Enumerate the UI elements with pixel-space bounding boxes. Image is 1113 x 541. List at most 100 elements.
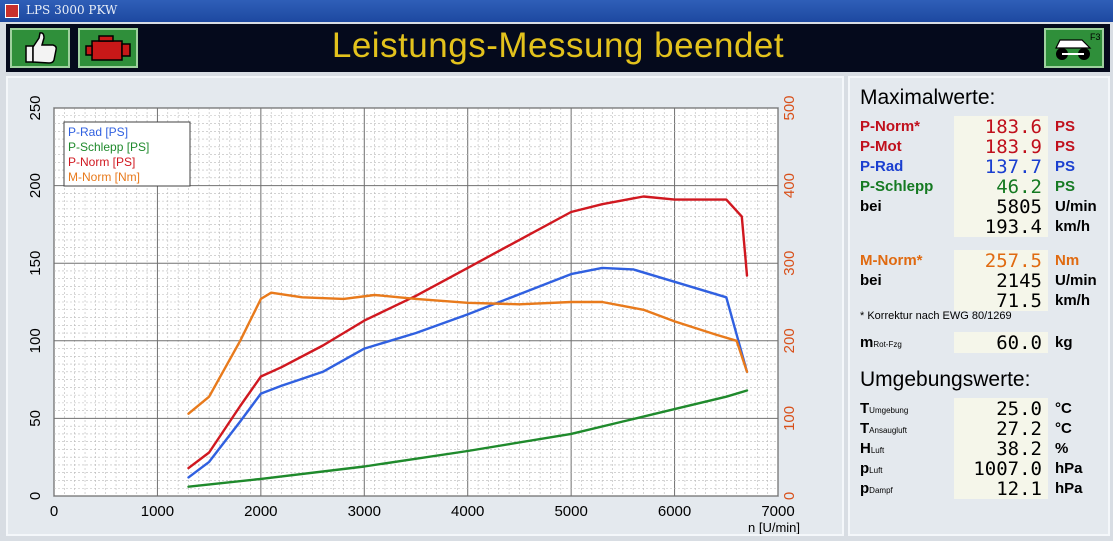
legend-box	[63, 121, 191, 187]
value-unit: Nm	[1055, 252, 1080, 269]
results-panel: Maximalwerte: P-Norm* 183.6 PS P-Mot 183.9 PS…	[848, 76, 1110, 536]
value-row: 71.5 km/h	[850, 290, 1112, 312]
value-display: 71.5	[954, 290, 1048, 312]
value-row: P-Schlepp 46.2 PS	[850, 176, 1112, 198]
value-row: TAnsaugluft 27.2 °C	[850, 418, 1112, 440]
value-display: 183.6	[954, 116, 1048, 138]
x-tick-label: 3000	[348, 503, 381, 520]
value-unit: U/min	[1055, 272, 1097, 289]
value-unit: %	[1055, 440, 1069, 457]
value-display: 46.2	[954, 176, 1048, 198]
header-title: Leistungs-Messung beendet	[331, 26, 785, 65]
thumbs-up-icon	[25, 32, 57, 64]
legend-entry: P-Schlepp [PS]	[68, 140, 149, 154]
value-row: M-Norm* 257.5 Nm	[850, 250, 1112, 272]
value-row: bei 5805 U/min	[850, 196, 1112, 218]
dyno-button[interactable]: F3	[1044, 28, 1104, 68]
value-unit: U/min	[1055, 198, 1097, 215]
value-unit: hPa	[1055, 460, 1083, 477]
y-left-tick-label: 50	[27, 410, 44, 427]
power-chart: 0 1000 2000 3000 4000 5000 6000 7000 0 50 100 150 20…	[27, 95, 800, 534]
x-tick-label: 0	[50, 503, 58, 520]
value-display: 12.1	[954, 478, 1048, 500]
value-label: P-Norm*	[860, 118, 921, 135]
chart-axes: 0 1000 2000 3000 4000 5000 6000 7000 0 50 100 150 20…	[27, 95, 800, 534]
value-unit: hPa	[1055, 480, 1083, 497]
y-right-tick-label: 0	[781, 492, 798, 500]
value-display: 183.9	[954, 136, 1048, 158]
y-left-tick-label: 250	[27, 95, 44, 120]
mass-unit: kg	[1055, 334, 1073, 351]
value-label: P-Mot	[860, 138, 902, 155]
value-row: 193.4 km/h	[850, 216, 1112, 238]
x-tick-label: 7000	[761, 503, 794, 520]
y-right-tick-label: 300	[781, 251, 798, 276]
mass-row: mRot-Fzg 60.0 kg	[850, 332, 1112, 354]
x-tick-label: 2000	[244, 503, 277, 520]
series-line	[187, 195, 749, 470]
chart-panel: 0 1000 2000 3000 4000 5000 6000 7000 0 50 100 150 20…	[6, 76, 844, 536]
value-label: TAnsaugluft	[860, 420, 907, 437]
value-unit: PS	[1055, 158, 1076, 175]
env-values-title: Umgebungswerte:	[860, 368, 1031, 391]
x-tick-label: 6000	[658, 503, 691, 520]
series-line	[187, 266, 749, 479]
chart-series	[187, 195, 749, 488]
legend-entry: M-Norm [Nm]	[68, 170, 140, 184]
value-label: bei	[860, 198, 882, 215]
value-unit: °C	[1055, 400, 1072, 417]
y-right-tick-label: 100	[781, 406, 798, 431]
value-unit: km/h	[1055, 218, 1091, 235]
value-display: 137.7	[954, 156, 1048, 178]
value-row: TUmgebung 25.0 °C	[850, 398, 1112, 420]
value-row: P-Mot 183.9 PS	[850, 136, 1112, 158]
window-title: LPS 3000 PKW	[26, 3, 118, 17]
x-axis-label: n [U/min]	[748, 520, 800, 534]
y-right-tick-label: 500	[781, 95, 798, 120]
legend-entry: P-Rad [PS]	[68, 125, 128, 139]
correction-note: * Korrektur nach EWG 80/1269	[860, 310, 1012, 322]
x-tick-label: 1000	[141, 503, 174, 520]
value-display: 5805	[954, 196, 1048, 218]
value-unit: PS	[1055, 178, 1076, 195]
y-right-tick-label: 200	[781, 328, 798, 353]
value-label: pDampf	[860, 480, 893, 497]
series-line	[187, 291, 749, 415]
header-bar: Leistungs-Messung beendet F3	[6, 24, 1110, 72]
value-label: M-Norm*	[860, 252, 923, 269]
value-row: bei 2145 U/min	[850, 270, 1112, 292]
app-icon	[5, 4, 19, 18]
value-row: pLuft 1007.0 hPa	[850, 458, 1112, 480]
x-tick-label: 4000	[451, 503, 484, 520]
value-display: 25.0	[954, 398, 1048, 420]
y-left-tick-label: 150	[27, 251, 44, 276]
value-display: 38.2	[954, 438, 1048, 460]
value-label: HLuft	[860, 440, 885, 457]
value-row: P-Norm* 183.6 PS	[850, 116, 1112, 138]
value-display: 193.4	[954, 216, 1048, 238]
x-tick-label: 5000	[554, 503, 587, 520]
value-label: TUmgebung	[860, 400, 909, 417]
series-line	[187, 389, 749, 488]
mass-value: 60.0	[954, 332, 1048, 354]
dyno-icon: F3	[1055, 32, 1101, 60]
legend-entry: P-Norm [PS]	[68, 155, 135, 169]
window-title-bar: LPS 3000 PKW	[0, 0, 1113, 22]
chart-legend: P-Rad [PS]P-Schlepp [PS]P-Norm [PS]M-Nor…	[63, 121, 191, 187]
value-display: 2145	[954, 270, 1048, 292]
thumbs-up-button[interactable]	[10, 28, 70, 68]
y-right-tick-label: 400	[781, 173, 798, 198]
value-row: HLuft 38.2%	[850, 438, 1112, 460]
value-row: pDampf 12.1 hPa	[850, 478, 1112, 500]
value-label: pLuft	[860, 460, 883, 477]
value-display: 257.5	[954, 250, 1048, 272]
value-label: bei	[860, 272, 882, 289]
value-unit: °C	[1055, 420, 1072, 437]
value-display: 27.2	[954, 418, 1048, 440]
mass-label: mRot-Fzg	[860, 334, 902, 351]
f3-key-label: F3	[1090, 32, 1101, 42]
engine-button[interactable]	[78, 28, 138, 68]
value-unit: PS	[1055, 118, 1076, 135]
y-left-tick-label: 100	[27, 328, 44, 353]
